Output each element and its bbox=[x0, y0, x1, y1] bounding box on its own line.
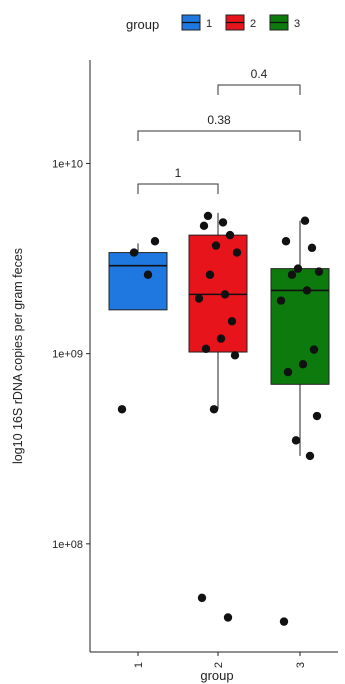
data-point bbox=[298, 360, 308, 369]
data-point bbox=[220, 290, 230, 299]
box-group-1 bbox=[108, 252, 168, 311]
data-point bbox=[197, 593, 207, 603]
data-point bbox=[309, 345, 319, 354]
legend: 1 2 3 bbox=[181, 14, 300, 31]
data-point bbox=[305, 451, 315, 461]
data-point bbox=[150, 237, 160, 246]
data-point bbox=[230, 351, 240, 360]
comparison-bracket bbox=[217, 84, 301, 95]
data-point bbox=[225, 230, 235, 240]
data-point bbox=[199, 221, 209, 231]
significance-brackets: 1 0.38 0.4 bbox=[137, 67, 301, 194]
data-points bbox=[117, 211, 324, 626]
data-point bbox=[276, 296, 286, 305]
data-point bbox=[283, 367, 293, 377]
legend-label-2: 2 bbox=[250, 18, 256, 30]
data-point bbox=[129, 248, 139, 257]
data-point bbox=[205, 270, 215, 279]
data-point bbox=[300, 216, 310, 225]
y-tick-label: 1e+09 bbox=[52, 349, 83, 361]
data-point bbox=[312, 411, 322, 421]
comparison-bracket bbox=[137, 130, 301, 141]
y-axis-label: log10 16S rDNA copies per gram feces bbox=[11, 248, 25, 464]
data-point bbox=[307, 243, 317, 253]
data-point bbox=[194, 294, 204, 303]
legend-title: group bbox=[126, 17, 159, 32]
data-point bbox=[218, 218, 228, 227]
data-point bbox=[314, 267, 324, 276]
data-point bbox=[291, 436, 301, 445]
data-point bbox=[203, 211, 213, 221]
data-point bbox=[117, 405, 127, 414]
data-point bbox=[211, 241, 221, 250]
data-point bbox=[293, 264, 303, 273]
y-tick-label: 1e+08 bbox=[52, 539, 83, 551]
p-value-label: 0.4 bbox=[251, 67, 268, 81]
data-point bbox=[209, 405, 219, 414]
p-value-label: 0.38 bbox=[207, 113, 231, 127]
x-tick-label: 3 bbox=[295, 662, 307, 668]
boxes bbox=[108, 212, 330, 456]
p-value-label: 1 bbox=[175, 166, 182, 180]
data-point bbox=[287, 270, 297, 279]
legend-label-3: 3 bbox=[294, 18, 300, 30]
y-axis-ticks: 1e+08 1e+09 1e+10 bbox=[52, 158, 90, 551]
data-point bbox=[223, 613, 233, 622]
x-tick-label: 2 bbox=[213, 662, 225, 668]
comparison-bracket bbox=[137, 183, 219, 194]
data-point bbox=[302, 286, 312, 295]
x-axis-label: group bbox=[200, 668, 233, 683]
data-point bbox=[232, 248, 242, 257]
data-point bbox=[227, 317, 237, 326]
x-axis-ticks: 1 2 3 bbox=[133, 652, 307, 668]
data-point bbox=[201, 344, 211, 354]
y-tick-label: 1e+10 bbox=[52, 158, 83, 170]
data-point bbox=[281, 237, 291, 246]
data-point bbox=[143, 270, 153, 279]
legend-label-1: 1 bbox=[206, 18, 212, 30]
x-tick-label: 1 bbox=[133, 662, 145, 668]
data-point bbox=[279, 617, 289, 626]
data-point bbox=[216, 334, 226, 343]
